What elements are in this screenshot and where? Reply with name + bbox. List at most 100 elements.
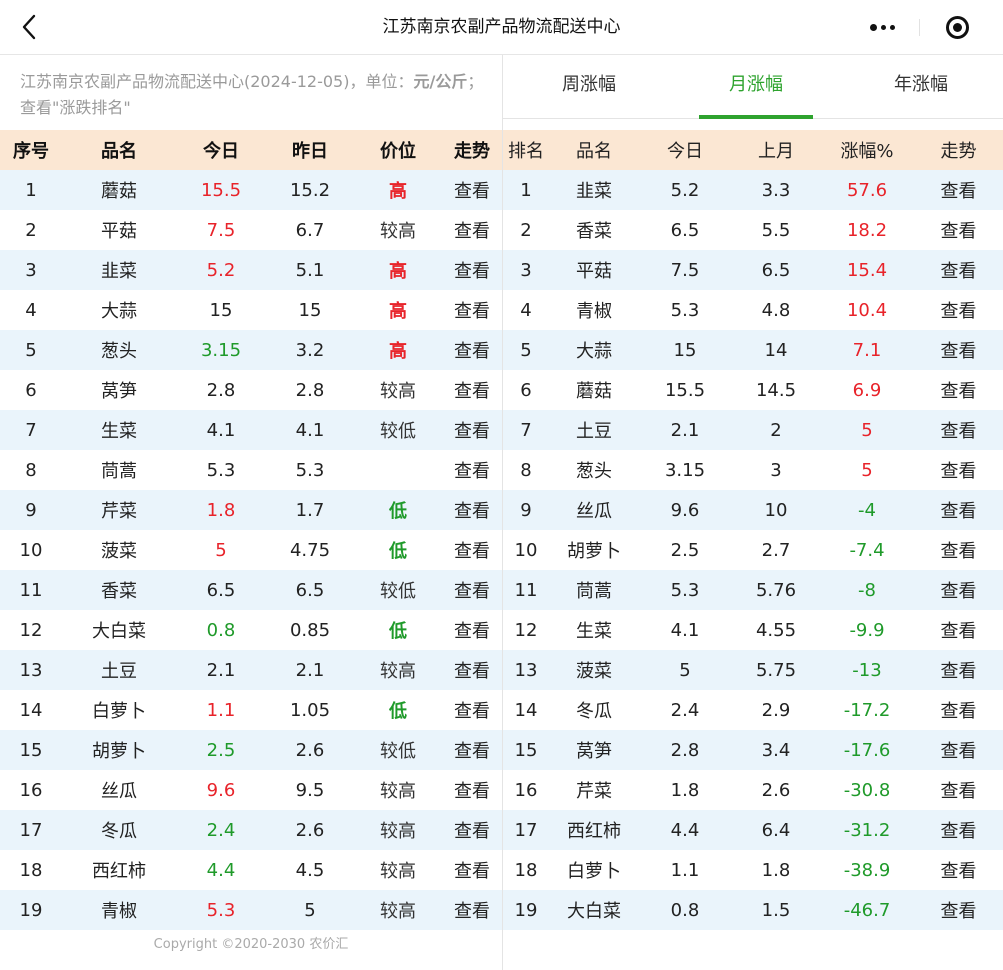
table-header-row: 序号 品名 今日 昨日 价位 走势 <box>0 130 502 170</box>
row-trend-link[interactable]: 查看 <box>913 650 1003 690</box>
more-dots-icon <box>881 25 886 30</box>
row-trend-link[interactable]: 查看 <box>442 730 502 770</box>
table-row: 11 香菜 6.5 6.5 较低 查看 <box>0 570 502 610</box>
row-trend-link[interactable]: 查看 <box>913 170 1003 210</box>
header-trend: 走势 <box>913 130 1003 170</box>
row-trend-link[interactable]: 查看 <box>442 770 502 810</box>
row-name: 大白菜 <box>62 610 176 650</box>
row-trend-link[interactable]: 查看 <box>442 210 502 250</box>
row-last-month-price: 2.9 <box>731 690 821 730</box>
row-trend-link[interactable]: 查看 <box>913 690 1003 730</box>
table-row: 12 生菜 4.1 4.55 -9.9 查看 <box>503 610 1003 650</box>
row-trend-link[interactable]: 查看 <box>913 850 1003 890</box>
row-today-price: 9.6 <box>639 490 731 530</box>
row-rank: 15 <box>503 730 549 770</box>
row-trend-link[interactable]: 查看 <box>442 570 502 610</box>
close-circle-icon <box>953 23 962 32</box>
more-button[interactable] <box>849 10 919 45</box>
row-name: 韭菜 <box>549 170 639 210</box>
table-row: 17 西红柿 4.4 6.4 -31.2 查看 <box>503 810 1003 850</box>
table-row: 12 大白菜 0.8 0.85 低查看 <box>0 610 502 650</box>
copyright: Copyright ©2020-2030 农价汇 <box>153 937 349 952</box>
row-yesterday-price: 2.6 <box>266 730 354 770</box>
row-trend-link[interactable]: 查看 <box>913 890 1003 930</box>
row-name: 冬瓜 <box>62 810 176 850</box>
tab-month[interactable]: 月涨幅 <box>699 55 813 119</box>
row-trend-link[interactable]: 查看 <box>913 810 1003 850</box>
row-trend-link[interactable]: 查看 <box>442 690 502 730</box>
row-trend-link[interactable]: 查看 <box>913 570 1003 610</box>
row-yesterday-price: 5.1 <box>266 250 354 290</box>
row-trend-link[interactable]: 查看 <box>442 410 502 450</box>
row-trend-link[interactable]: 查看 <box>913 490 1003 530</box>
row-trend-link[interactable]: 查看 <box>913 450 1003 490</box>
row-trend-link[interactable]: 查看 <box>442 850 502 890</box>
row-trend-link[interactable]: 查看 <box>913 770 1003 810</box>
row-last-month-price: 14.5 <box>731 370 821 410</box>
row-trend-link[interactable]: 查看 <box>913 530 1003 570</box>
daily-price-table: 序号 品名 今日 昨日 价位 走势 1 蘑菇 15.5 15.2 高查看 2 平菇 7.5 6.… <box>0 130 502 930</box>
row-trend-link[interactable]: 查看 <box>442 610 502 650</box>
row-yesterday-price: 4.1 <box>266 410 354 450</box>
row-trend-link[interactable]: 查看 <box>442 170 502 210</box>
tab-week[interactable]: 周涨幅 <box>562 74 616 95</box>
row-today-price: 6.5 <box>176 570 266 610</box>
row-name: 西红柿 <box>62 850 176 890</box>
row-price-level: 较高 <box>354 650 442 690</box>
row-last-month-price: 4.55 <box>731 610 821 650</box>
row-trend-link[interactable]: 查看 <box>442 530 502 570</box>
row-name: 莴笋 <box>62 370 176 410</box>
row-last-month-price: 6.5 <box>731 250 821 290</box>
table-row: 4 青椒 5.3 4.8 10.4 查看 <box>503 290 1003 330</box>
row-no: 6 <box>0 370 62 410</box>
row-last-month-price: 1.5 <box>731 890 821 930</box>
table-row: 8 葱头 3.15 3 5 查看 <box>503 450 1003 490</box>
row-yesterday-price: 1.7 <box>266 490 354 530</box>
row-price-level: 低 <box>354 610 442 650</box>
row-trend-link[interactable]: 查看 <box>913 410 1003 450</box>
table-row: 15 胡萝卜 2.5 2.6 较低 查看 <box>0 730 502 770</box>
row-price-level: 高 <box>354 170 442 210</box>
row-trend-link[interactable]: 查看 <box>913 730 1003 770</box>
row-trend-link[interactable]: 查看 <box>442 250 502 290</box>
row-change-pct: -30.8 <box>821 770 913 810</box>
row-price-level: 高 <box>354 250 442 290</box>
row-trend-link[interactable]: 查看 <box>913 290 1003 330</box>
back-button[interactable] <box>16 12 44 42</box>
row-trend-link[interactable]: 查看 <box>442 290 502 330</box>
row-change-pct: -7.4 <box>821 530 913 570</box>
row-yesterday-price: 6.5 <box>266 570 354 610</box>
table-row: 3 平菇 7.5 6.5 15.4 查看 <box>503 250 1003 290</box>
row-trend-link[interactable]: 查看 <box>913 330 1003 370</box>
row-trend-link[interactable]: 查看 <box>913 250 1003 290</box>
close-circle-icon <box>946 16 969 39</box>
table-row: 2 平菇 7.5 6.7 较高 查看 <box>0 210 502 250</box>
note-unit: 元/公斤 <box>413 72 468 91</box>
row-no: 16 <box>0 770 62 810</box>
row-price-level: 较高 <box>354 210 442 250</box>
row-trend-link[interactable]: 查看 <box>442 450 502 490</box>
row-rank: 17 <box>503 810 549 850</box>
row-trend-link[interactable]: 查看 <box>442 890 502 930</box>
tab-year[interactable]: 年涨幅 <box>894 74 948 95</box>
row-trend-link[interactable]: 查看 <box>442 370 502 410</box>
header-name: 品名 <box>62 130 176 170</box>
row-name: 西红柿 <box>549 810 639 850</box>
row-no: 13 <box>0 650 62 690</box>
row-change-pct: -31.2 <box>821 810 913 850</box>
close-button[interactable] <box>919 10 989 45</box>
row-today-price: 15.5 <box>639 370 731 410</box>
row-trend-link[interactable]: 查看 <box>913 210 1003 250</box>
row-trend-link[interactable]: 查看 <box>913 370 1003 410</box>
row-trend-link[interactable]: 查看 <box>442 330 502 370</box>
table-row: 6 蘑菇 15.5 14.5 6.9 查看 <box>503 370 1003 410</box>
row-trend-link[interactable]: 查看 <box>913 610 1003 650</box>
row-no: 3 <box>0 250 62 290</box>
row-trend-link[interactable]: 查看 <box>442 810 502 850</box>
table-header-row: 排名 品名 今日 上月 涨幅% 走势 <box>503 130 1003 170</box>
row-trend-link[interactable]: 查看 <box>442 490 502 530</box>
row-name: 芹菜 <box>549 770 639 810</box>
row-rank: 16 <box>503 770 549 810</box>
row-trend-link[interactable]: 查看 <box>442 650 502 690</box>
rank-link[interactable]: ；查看"涨跌排名" <box>20 72 484 117</box>
